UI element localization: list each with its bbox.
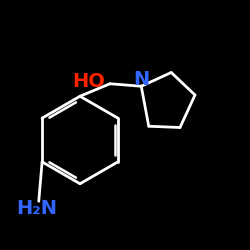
Text: H₂N: H₂N — [16, 199, 57, 218]
Text: N: N — [133, 70, 150, 89]
Text: HO: HO — [72, 72, 105, 91]
